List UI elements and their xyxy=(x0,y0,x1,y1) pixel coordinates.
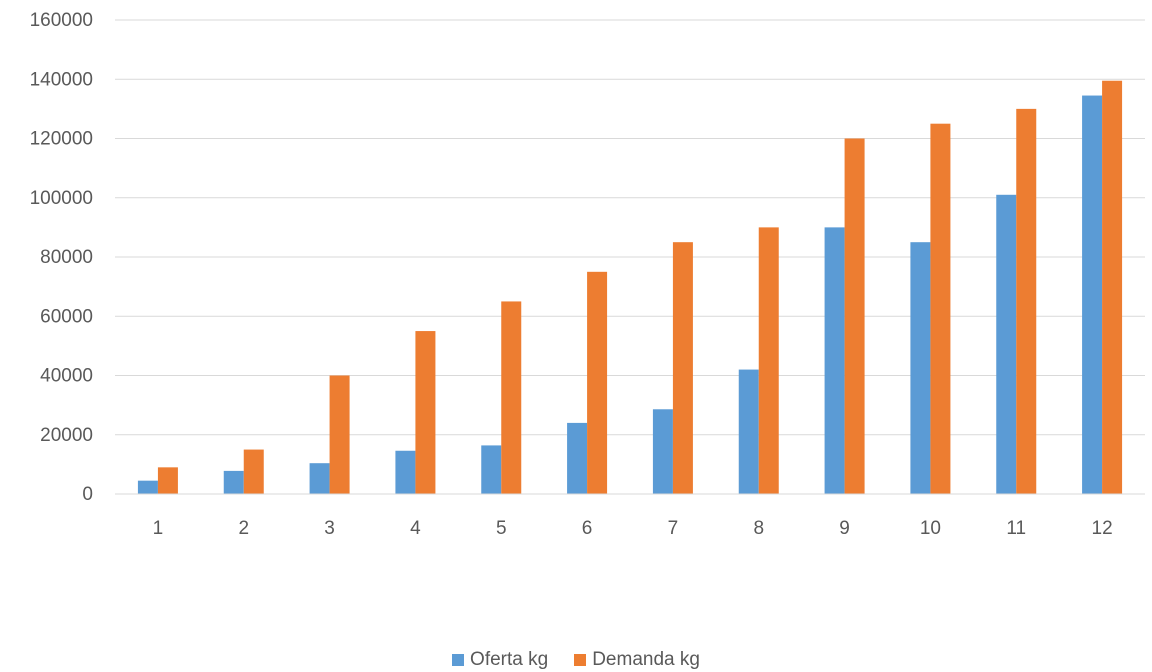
x-tick-label: 3 xyxy=(324,518,335,539)
legend: Oferta kg Demanda kg xyxy=(0,649,1152,671)
bar-oferta-3 xyxy=(309,463,330,494)
legend-item-demanda: Demanda kg xyxy=(574,649,700,671)
legend-swatch-demanda xyxy=(574,654,587,666)
y-tick-label: 40000 xyxy=(40,366,93,387)
bar-oferta-5 xyxy=(481,445,502,494)
bar-demanda-12 xyxy=(1102,80,1123,494)
bar-demanda-3 xyxy=(329,375,350,494)
y-tick-label: 60000 xyxy=(40,306,93,327)
x-tick-label: 9 xyxy=(839,518,850,539)
bar-oferta-4 xyxy=(395,450,416,494)
x-tick-label: 4 xyxy=(410,518,421,539)
legend-item-oferta: Oferta kg xyxy=(452,649,548,671)
bar-demanda-2 xyxy=(243,449,264,494)
x-tick-label: 11 xyxy=(1006,518,1026,539)
bar-demanda-8 xyxy=(758,227,779,494)
x-tick-label: 7 xyxy=(668,518,679,539)
x-tick-label: 10 xyxy=(920,518,941,539)
bar-demanda-1 xyxy=(157,467,178,494)
bar-demanda-11 xyxy=(1016,108,1037,494)
legend-swatch-oferta xyxy=(452,654,465,666)
bar-chart: 0 20000 40000 60000 80000 100000 120000 140000 1… xyxy=(30,10,1145,539)
y-tick-label: 0 xyxy=(82,484,93,505)
bar-demanda-10 xyxy=(930,123,951,494)
x-tick-label: 6 xyxy=(582,518,593,539)
y-tick-label: 120000 xyxy=(30,129,93,150)
bar-oferta-11 xyxy=(996,194,1017,494)
bar-demanda-9 xyxy=(844,138,865,494)
gridlines xyxy=(115,19,1145,436)
bars xyxy=(137,80,1123,494)
x-axis-ticks: 1 2 3 4 5 6 7 8 9 10 11 12 xyxy=(153,518,1113,539)
x-tick-label: 12 xyxy=(1092,518,1113,539)
bar-oferta-2 xyxy=(223,470,244,494)
bar-demanda-7 xyxy=(672,242,693,494)
x-tick-label: 5 xyxy=(496,518,507,539)
y-tick-label: 80000 xyxy=(40,247,93,268)
y-tick-label: 160000 xyxy=(30,10,93,31)
y-tick-label: 140000 xyxy=(30,69,93,90)
bar-oferta-6 xyxy=(567,422,588,494)
bar-oferta-10 xyxy=(910,242,931,494)
y-axis-ticks: 0 20000 40000 60000 80000 100000 120000 140000 1… xyxy=(30,10,93,505)
bar-oferta-12 xyxy=(1082,95,1103,494)
bar-oferta-9 xyxy=(824,227,845,494)
x-tick-label: 2 xyxy=(238,518,249,539)
bar-demanda-4 xyxy=(415,331,436,494)
y-tick-label: 20000 xyxy=(40,425,93,446)
bar-demanda-6 xyxy=(587,271,608,494)
legend-label-demanda: Demanda kg xyxy=(592,649,700,670)
bar-oferta-8 xyxy=(738,369,759,494)
bar-oferta-1 xyxy=(137,480,158,494)
bar-oferta-7 xyxy=(652,409,673,494)
x-tick-label: 8 xyxy=(753,518,764,539)
legend-label-oferta: Oferta kg xyxy=(470,649,549,670)
x-tick-label: 1 xyxy=(153,518,164,539)
y-tick-label: 100000 xyxy=(30,188,93,209)
bar-demanda-5 xyxy=(501,301,522,494)
